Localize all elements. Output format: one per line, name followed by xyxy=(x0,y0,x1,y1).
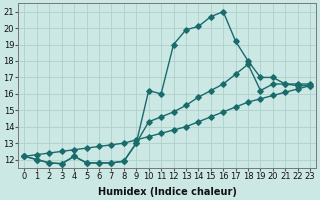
X-axis label: Humidex (Indice chaleur): Humidex (Indice chaleur) xyxy=(98,187,237,197)
